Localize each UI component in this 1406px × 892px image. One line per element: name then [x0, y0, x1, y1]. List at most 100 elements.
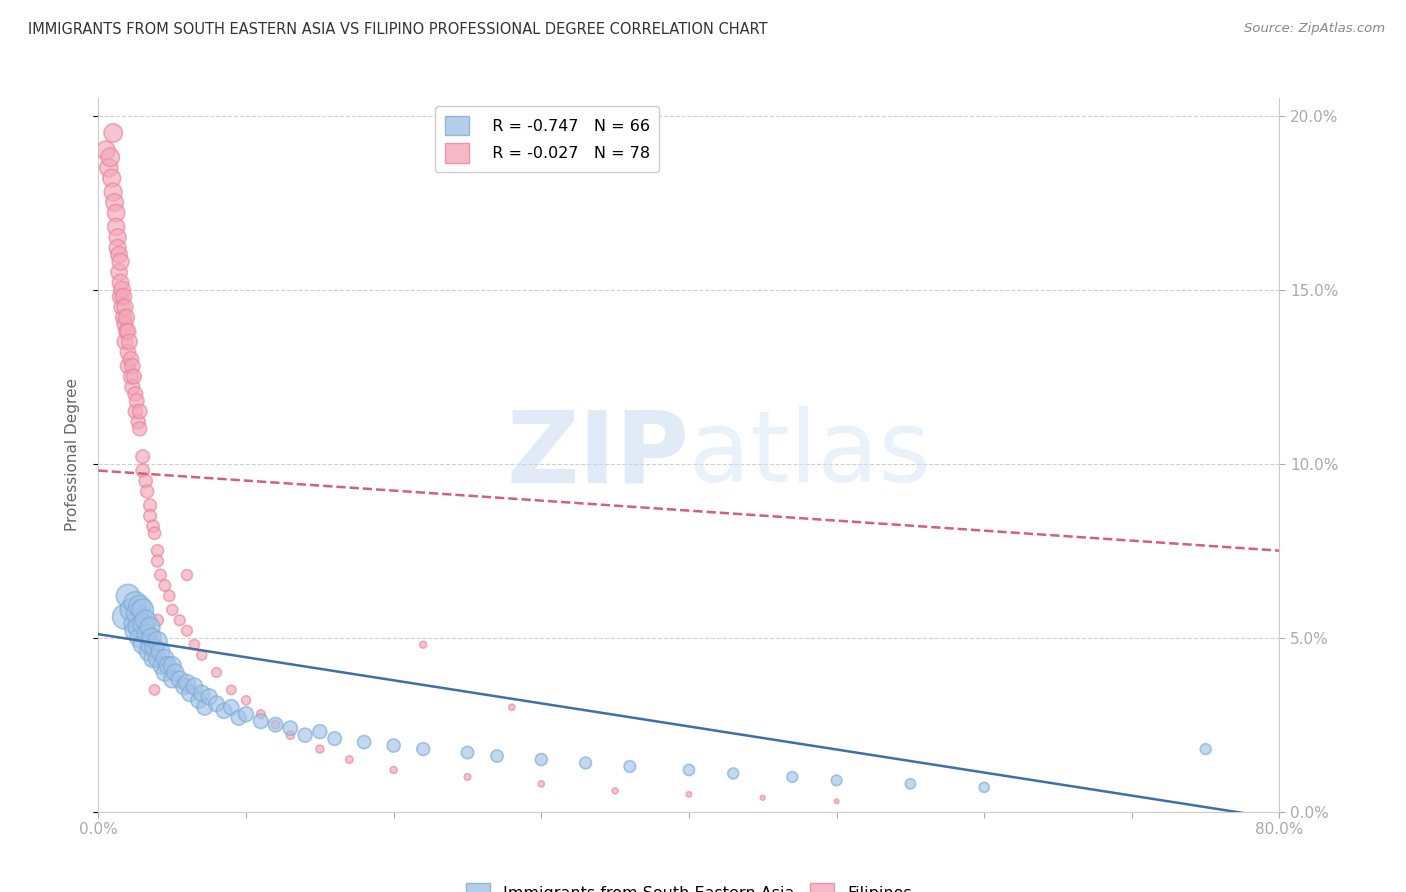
Point: [100, 171, 122, 186]
Point: [105, 206, 128, 220]
Point: [382, 763, 405, 777]
Text: Source: ZipAtlas.com: Source: ZipAtlas.com: [1244, 22, 1385, 36]
Point: [122, 616, 145, 631]
Point: [107, 241, 129, 255]
Point: [120, 369, 142, 384]
Point: [141, 631, 163, 645]
Point: [114, 609, 136, 624]
Point: [112, 289, 135, 303]
Point: [125, 394, 148, 409]
Point: [120, 352, 142, 367]
Point: [264, 717, 287, 731]
Point: [135, 613, 157, 627]
Point: [1195, 742, 1218, 756]
Point: [176, 568, 198, 582]
Point: [169, 613, 191, 627]
Point: [235, 693, 257, 707]
Point: [117, 359, 139, 373]
Point: [187, 693, 209, 707]
Point: [294, 728, 316, 742]
Point: [120, 603, 142, 617]
Point: [138, 644, 160, 658]
Point: [309, 742, 332, 756]
Point: [678, 763, 700, 777]
Point: [323, 731, 346, 746]
Point: [183, 638, 205, 652]
Point: [136, 627, 159, 641]
Point: [143, 682, 166, 697]
Point: [121, 359, 143, 373]
Point: [212, 704, 235, 718]
Point: [751, 790, 773, 805]
Point: [176, 624, 198, 638]
Point: [110, 254, 132, 268]
Point: [501, 700, 523, 714]
Point: [264, 717, 287, 731]
Point: [825, 794, 848, 808]
Point: [153, 578, 176, 592]
Point: [156, 658, 179, 673]
Point: [486, 749, 509, 764]
Point: [353, 735, 375, 749]
Point: [382, 739, 405, 753]
Point: [139, 638, 162, 652]
Text: atlas: atlas: [689, 407, 931, 503]
Point: [103, 185, 125, 199]
Point: [132, 464, 155, 478]
Point: [412, 638, 434, 652]
Point: [149, 568, 172, 582]
Point: [118, 334, 141, 349]
Point: [309, 724, 332, 739]
Point: [194, 700, 217, 714]
Point: [124, 404, 146, 418]
Point: [250, 707, 273, 722]
Point: [103, 126, 125, 140]
Point: [139, 499, 162, 513]
Point: [150, 658, 173, 673]
Point: [143, 641, 166, 656]
Point: [146, 651, 169, 665]
Point: [900, 777, 922, 791]
Point: [456, 770, 478, 784]
Point: [228, 711, 250, 725]
Point: [153, 665, 176, 680]
Point: [104, 195, 127, 210]
Point: [973, 780, 995, 795]
Point: [143, 526, 166, 541]
Point: [115, 324, 138, 338]
Point: [136, 484, 159, 499]
Point: [142, 651, 165, 665]
Point: [117, 589, 139, 603]
Point: [124, 387, 146, 401]
Point: [127, 620, 149, 634]
Point: [412, 742, 434, 756]
Point: [205, 697, 228, 711]
Point: [114, 318, 136, 332]
Point: [132, 603, 155, 617]
Point: [723, 766, 745, 780]
Point: [157, 589, 180, 603]
Point: [619, 759, 641, 773]
Legend: Immigrants from South Eastern Asia, Filipinos: Immigrants from South Eastern Asia, Fili…: [460, 877, 918, 892]
Point: [146, 613, 169, 627]
Y-axis label: Professional Degree: Professional Degree: [65, 378, 80, 532]
Point: [142, 519, 165, 533]
Point: [124, 624, 146, 638]
Point: [112, 310, 135, 325]
Point: [235, 707, 257, 722]
Point: [114, 334, 136, 349]
Point: [278, 721, 302, 735]
Point: [146, 543, 169, 558]
Point: [176, 676, 198, 690]
Point: [110, 289, 132, 303]
Point: [135, 474, 157, 488]
Point: [124, 596, 146, 610]
Point: [111, 283, 134, 297]
Point: [128, 631, 150, 645]
Point: [139, 508, 162, 523]
Point: [146, 554, 169, 568]
Point: [105, 219, 128, 234]
Point: [114, 300, 136, 314]
Point: [110, 276, 132, 290]
Point: [339, 752, 360, 766]
